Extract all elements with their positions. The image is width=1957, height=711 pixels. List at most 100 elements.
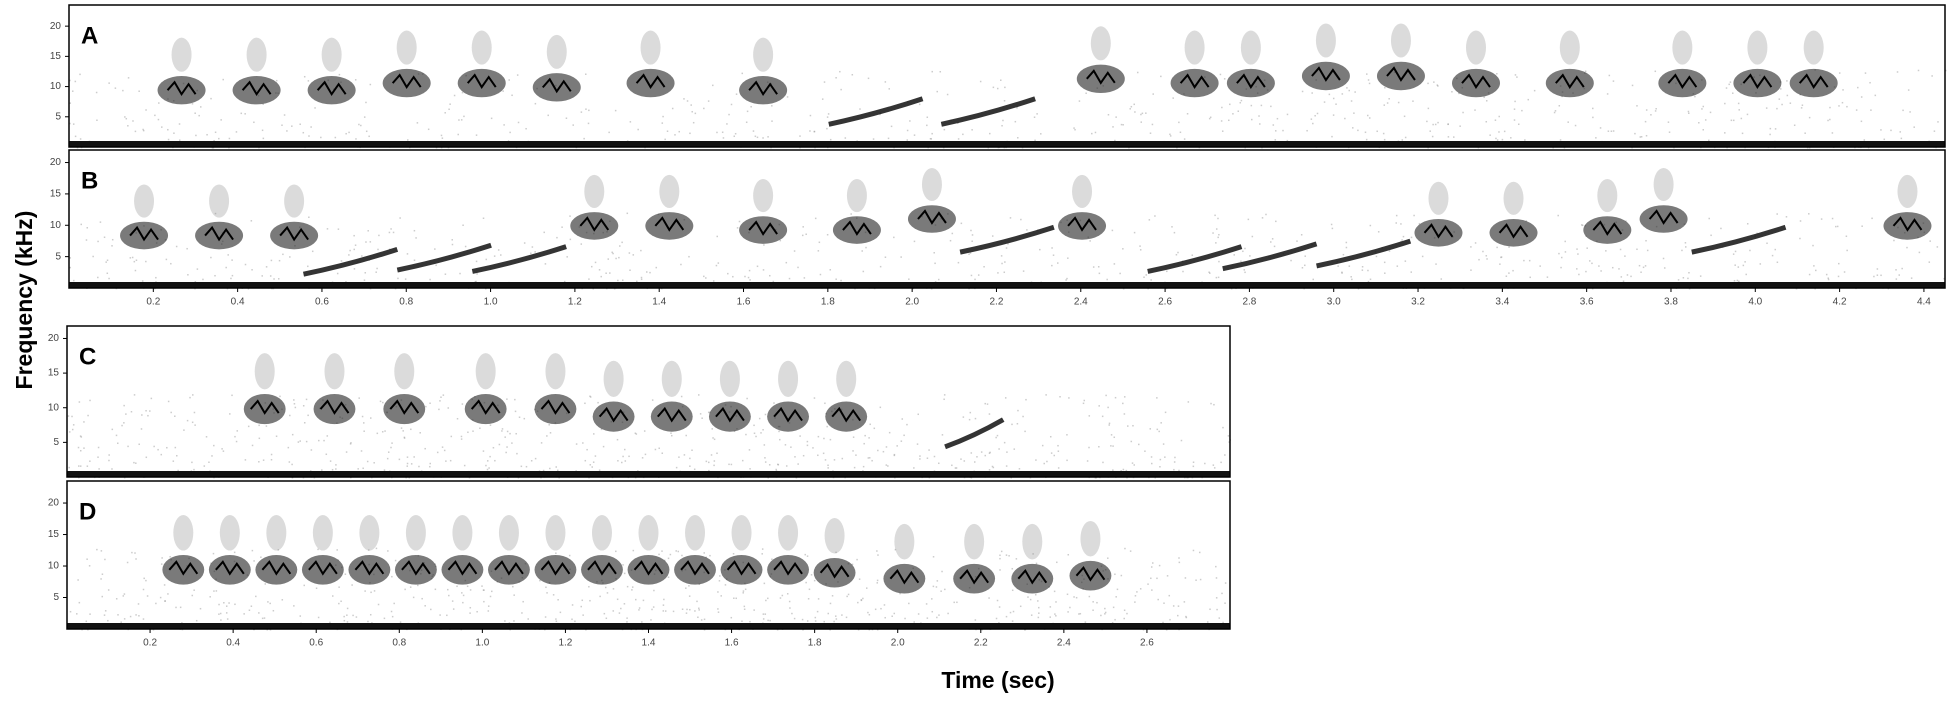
noise — [589, 464, 592, 466]
x-tick-label: 2.2 — [990, 297, 1004, 308]
noise — [421, 597, 423, 600]
noise — [1098, 405, 1100, 407]
noise — [469, 606, 472, 609]
noise — [628, 252, 631, 254]
noise — [1244, 247, 1246, 250]
noise — [603, 612, 606, 615]
syllable-harmonic — [659, 174, 680, 208]
noise — [412, 596, 415, 599]
noise — [299, 615, 302, 617]
y-tick-label: 10 — [50, 220, 62, 231]
noise — [1489, 134, 1491, 136]
noise-floor — [69, 141, 1945, 147]
noise — [1668, 131, 1671, 133]
x-tick-label: 1.0 — [484, 297, 498, 308]
noise — [1746, 113, 1749, 116]
y-tick-label: 10 — [50, 81, 62, 92]
noise — [253, 121, 255, 124]
noise — [258, 612, 260, 614]
noise — [781, 594, 784, 597]
noise — [1620, 276, 1623, 278]
noise — [363, 430, 365, 432]
noise — [251, 549, 254, 552]
noise — [1035, 562, 1038, 565]
noise — [275, 79, 278, 82]
noise — [461, 91, 464, 94]
noise — [369, 83, 372, 86]
noise — [366, 460, 369, 463]
x-tick-label: 2.0 — [891, 638, 905, 649]
noise — [634, 432, 637, 435]
noise — [675, 550, 677, 552]
noise — [365, 101, 367, 104]
syllable — [195, 221, 244, 250]
noise — [1270, 241, 1272, 243]
noise — [1687, 110, 1690, 113]
noise — [1681, 249, 1683, 252]
noise — [398, 458, 401, 461]
syllable — [313, 393, 356, 425]
noise — [404, 588, 406, 591]
noise — [302, 131, 305, 134]
noise — [1100, 614, 1102, 617]
noise — [635, 598, 637, 601]
noise — [1050, 452, 1053, 454]
noise — [1799, 220, 1802, 222]
noise — [1244, 271, 1246, 274]
noise — [1429, 130, 1431, 132]
noise — [194, 281, 197, 283]
noise — [594, 261, 597, 264]
noise — [244, 459, 247, 461]
noise — [1642, 266, 1645, 269]
noise — [1316, 112, 1319, 115]
syllable — [626, 68, 675, 98]
noise — [475, 280, 477, 283]
noise — [1026, 229, 1028, 231]
noise — [382, 401, 384, 404]
noise — [297, 441, 300, 443]
noise — [1120, 470, 1122, 472]
noise — [662, 610, 665, 612]
noise — [349, 443, 352, 445]
noise — [761, 548, 764, 550]
noise — [447, 407, 450, 409]
noise — [482, 217, 485, 219]
noise — [1410, 236, 1413, 239]
noise — [546, 435, 548, 437]
noise — [403, 436, 406, 439]
noise — [1149, 428, 1152, 430]
noise — [829, 138, 832, 141]
noise — [1106, 278, 1108, 281]
noise — [1102, 461, 1104, 464]
noise — [547, 114, 549, 117]
noise — [698, 607, 700, 610]
noise — [1096, 601, 1098, 604]
noise — [1114, 573, 1116, 576]
noise — [575, 443, 578, 445]
noise — [69, 102, 72, 104]
noise — [1684, 242, 1687, 244]
noise — [1332, 97, 1335, 100]
noise — [213, 590, 215, 592]
noise — [514, 410, 517, 413]
noise — [1173, 461, 1176, 463]
noise — [434, 248, 436, 250]
noise — [368, 135, 370, 138]
noise — [149, 410, 151, 412]
syllable-trace — [831, 406, 862, 423]
noise — [491, 590, 493, 593]
noise — [742, 590, 745, 592]
syllable — [120, 221, 169, 250]
x-tick-label: 0.2 — [143, 638, 157, 649]
noise — [713, 438, 716, 441]
noise — [1158, 564, 1161, 567]
noise — [925, 603, 928, 605]
noise — [677, 550, 680, 553]
noise — [225, 605, 228, 607]
noise — [497, 249, 500, 251]
noise — [1560, 266, 1562, 269]
noise — [1432, 123, 1434, 126]
noise — [754, 135, 757, 138]
noise — [291, 125, 293, 127]
noise — [1043, 462, 1045, 465]
